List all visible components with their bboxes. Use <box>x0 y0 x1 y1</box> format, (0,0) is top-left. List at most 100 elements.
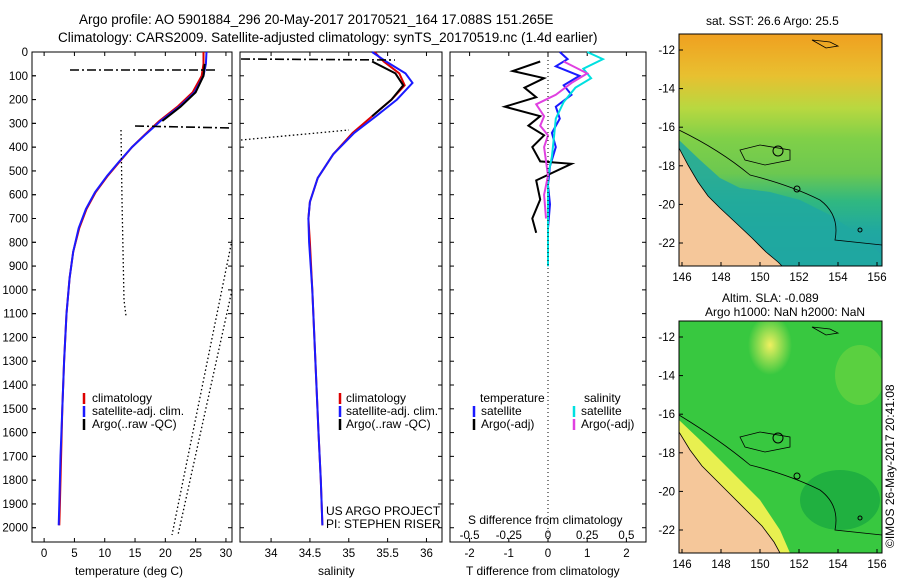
map-y-tick-label: -14 <box>658 371 675 383</box>
depth-tick-label: 1000 <box>2 285 28 297</box>
map-y-tick-label: -22 <box>658 525 675 537</box>
legend-targo-label: Argo(-adj) <box>481 417 534 431</box>
sla-light-patch <box>748 321 792 375</box>
sst-small-marker <box>793 185 801 193</box>
series-climatology <box>307 51 406 526</box>
temp-raw-dotted-vert <box>120 129 127 317</box>
temperature-legend: climatology satellite-adj. clim. Argo(..… <box>82 391 184 431</box>
depth-tick-label: 1300 <box>2 356 28 368</box>
x-tick-label: 35 <box>342 548 355 560</box>
x-tick-label: 34.5 <box>299 548 321 560</box>
s-tick-label: 0.25 <box>576 530 598 542</box>
series-salinity-argo-adj- <box>534 60 590 219</box>
temp-raw-dotted-diag1 <box>171 239 233 536</box>
salinity-raw-fragments <box>240 58 396 141</box>
map-y-tick-label: -18 <box>658 161 675 173</box>
map-x-tick-label: 156 <box>867 559 886 571</box>
temperature-plot: 0 5 10 15 20 25 30 <box>32 51 232 560</box>
difference-legend: temperature satellite Argo(-adj) salinit… <box>468 391 634 527</box>
sla-reef-contour <box>679 414 882 536</box>
series-temperature-satellite <box>546 51 582 267</box>
map-x-tick-label: 156 <box>867 272 886 284</box>
x-tick-label: 10 <box>98 548 111 560</box>
salinity-xlabel: salinity <box>318 564 355 578</box>
legend-salinity-title: salinity <box>584 391 621 405</box>
series-argo-raw-qc- <box>161 63 206 122</box>
sla-island-top <box>811 326 840 336</box>
s-diff-label: S difference from climatology <box>468 513 623 527</box>
legend-clim-label: climatology <box>346 391 406 405</box>
header-line2: Climatology: CARS2009. Satellite-adjuste… <box>58 30 598 45</box>
sst-land <box>679 147 783 266</box>
map-x-tick-label: 154 <box>828 559 848 571</box>
salinity-panel-frame <box>239 51 443 543</box>
s-tick-label: -0.25 <box>496 530 522 542</box>
sst-reef-contour-2 <box>739 144 791 166</box>
sst-map-axes: 146 148 150 152 154 156 -12 -14 -16 -18 -20 -22 <box>658 45 886 284</box>
sst-map <box>679 34 882 266</box>
x-tick-label: 20 <box>159 548 172 560</box>
map-x-tick-label: 146 <box>672 559 691 571</box>
depth-tick-label: 900 <box>9 261 28 273</box>
sal-raw-dashdot <box>240 58 396 61</box>
s-tick-label: 0 <box>545 530 551 542</box>
depth-tick-label: 1600 <box>2 428 28 440</box>
depth-tick-label: 400 <box>9 142 28 154</box>
legend-argo-label: Argo(..raw -QC) <box>346 417 431 431</box>
x-tick-label: -1 <box>504 548 514 560</box>
temperature-panel-frame <box>31 51 233 543</box>
temp-raw-dashdot-2 <box>134 125 233 129</box>
x-tick-label: 0 <box>545 548 551 560</box>
sla-reef-contour-2 <box>739 431 791 453</box>
x-tick-label: 1 <box>584 548 590 560</box>
depth-axis: 0 100 200 300 400 500 600 700 800 900 1000 1100 1200… <box>2 47 36 535</box>
sla-dark-patch <box>800 470 880 530</box>
depth-tick-label: 100 <box>9 71 28 83</box>
series-temperature-argo-adj- <box>501 60 576 234</box>
imos-stamp: ©IMOS 26-May-2017 20:41:08 <box>883 384 897 548</box>
x-tick-label: 36 <box>420 548 433 560</box>
map-x-tick-label: 152 <box>789 272 808 284</box>
depth-tick-label: 1400 <box>2 380 28 392</box>
sla-argo-marker <box>772 432 784 444</box>
map-x-tick-label: 154 <box>828 272 848 284</box>
sla-small-marker <box>793 472 801 480</box>
s-tick-label: -0.5 <box>460 530 480 542</box>
sla-map-title2: Argo h1000: NaN h2000: NaN <box>705 305 865 319</box>
x-tick-label: 2 <box>623 548 629 560</box>
depth-tick-label: 600 <box>9 190 28 202</box>
legend-argo-label: Argo(..raw -QC) <box>92 417 177 431</box>
depth-tick-label: 700 <box>9 214 28 226</box>
legend-ssat-label: satellite <box>581 404 622 418</box>
annotation-pi: PI: STEPHEN RISER <box>326 517 441 531</box>
map-y-tick-label: -16 <box>658 122 675 134</box>
map-x-tick-label: 150 <box>750 559 769 571</box>
sla-map-axes: 146 148 150 152 154 156 -12 -14 -16 -18 -20 -22 <box>658 332 886 571</box>
x-tick-label: 0 <box>41 548 47 560</box>
depth-tick-label: 1100 <box>3 309 28 321</box>
series-satellite-adj-clim- <box>307 51 414 526</box>
map-y-tick-label: -18 <box>658 448 675 460</box>
temp-raw-dotted-diag2 <box>177 289 233 536</box>
temperature-raw-fragments <box>70 69 233 536</box>
depth-tick-label: 500 <box>9 166 28 178</box>
map-x-tick-label: 148 <box>711 272 730 284</box>
difference-plot: -2 -1 0 1 2 -0.5 -0.25 0 0.25 0.5 <box>450 51 646 560</box>
map-x-tick-label: 152 <box>789 559 808 571</box>
map-x-tick-label: 146 <box>672 272 691 284</box>
sla-map-title1: Altim. SLA: -0.089 <box>722 291 819 305</box>
map-y-tick-label: -14 <box>658 84 675 96</box>
s-tick-label: 0.5 <box>618 530 634 542</box>
map-y-tick-label: -12 <box>658 45 675 57</box>
salinity-legend: climatology satellite-adj. clim. Argo(..… <box>326 391 441 531</box>
sst-argo-marker <box>772 145 784 157</box>
depth-tick-label: 1900 <box>2 499 28 511</box>
series-salinity-satellite <box>547 51 606 267</box>
sst-map-frame <box>678 33 883 267</box>
x-tick-label: 5 <box>71 548 77 560</box>
sla-small-marker-2 <box>857 515 863 521</box>
sst-map-title: sat. SST: 26.6 Argo: 25.5 <box>706 14 839 28</box>
header-line1: Argo profile: AO 5901884_296 20-May-2017… <box>79 12 553 27</box>
sst-island-top <box>811 39 840 49</box>
depth-tick-label: 300 <box>9 118 28 130</box>
